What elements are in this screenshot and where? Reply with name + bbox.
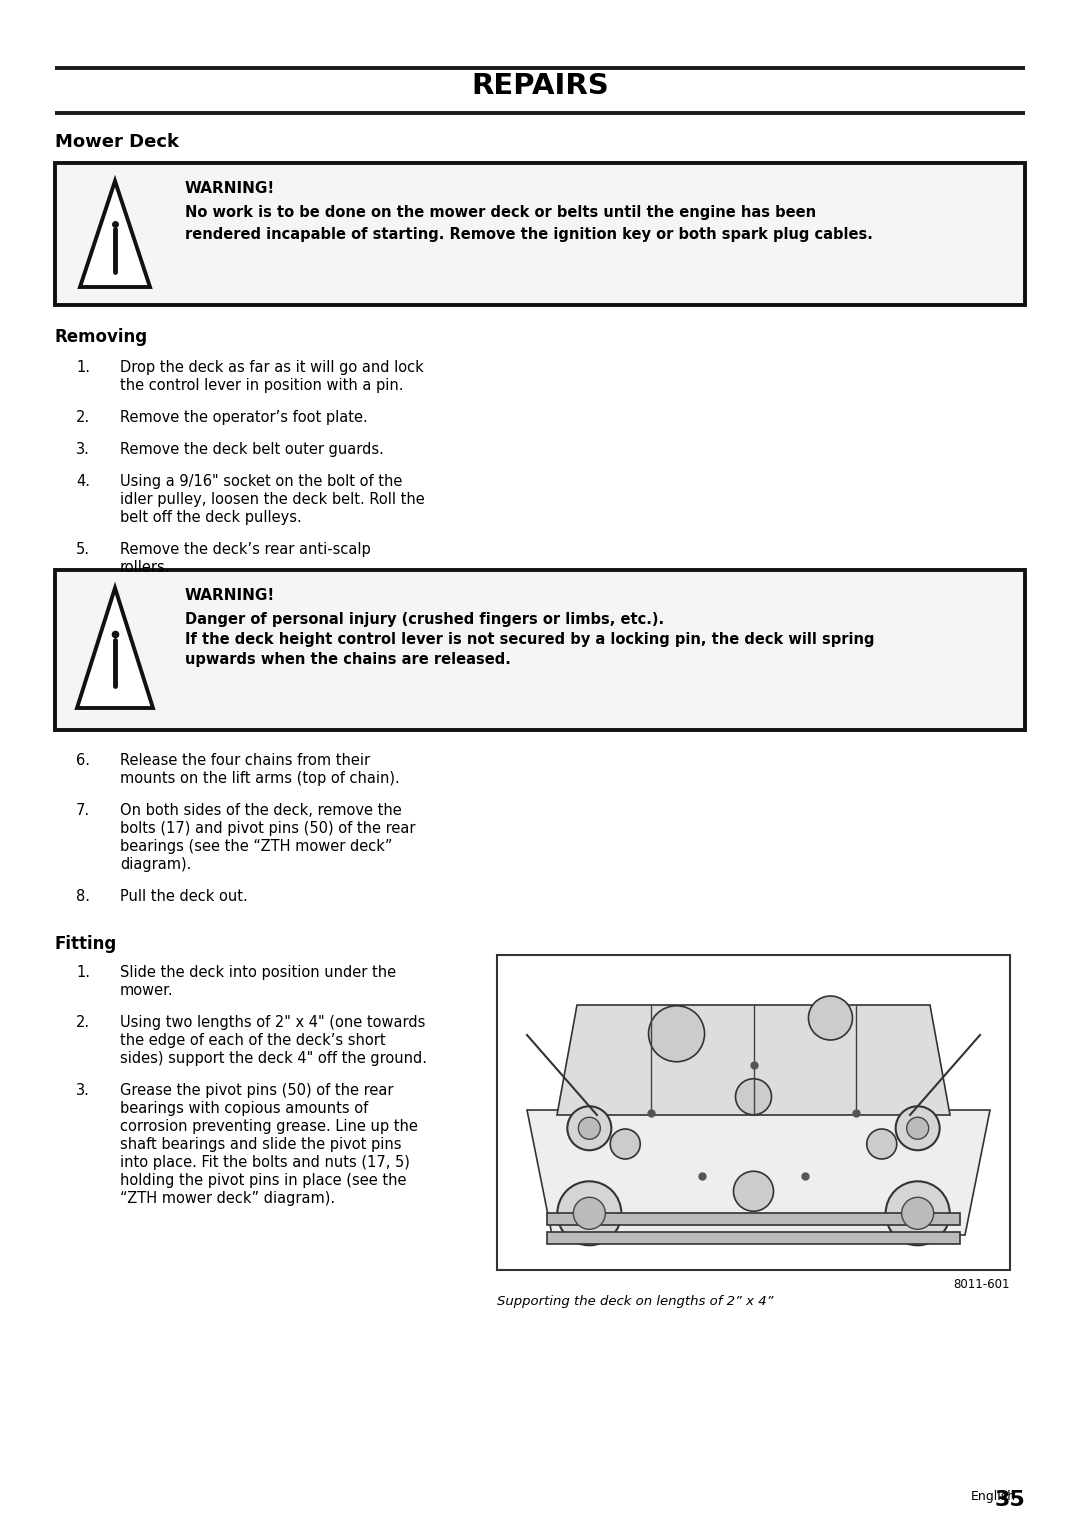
Circle shape bbox=[733, 1172, 773, 1212]
Text: 5.: 5. bbox=[76, 542, 90, 558]
Circle shape bbox=[902, 1198, 933, 1230]
Text: Using a 9/16" socket on the bolt of the: Using a 9/16" socket on the bolt of the bbox=[120, 474, 403, 489]
Bar bbox=[55, 163, 1025, 306]
Circle shape bbox=[567, 1106, 611, 1151]
Bar bbox=[55, 570, 1025, 730]
Circle shape bbox=[886, 1181, 949, 1245]
Text: diagram).: diagram). bbox=[120, 857, 191, 872]
Text: the control lever in position with a pin.: the control lever in position with a pin… bbox=[120, 377, 404, 393]
Text: bearings (see the “ZTH mower deck”: bearings (see the “ZTH mower deck” bbox=[120, 839, 392, 854]
Text: belt off the deck pulleys.: belt off the deck pulleys. bbox=[120, 510, 301, 526]
Text: the edge of each of the deck’s short: the edge of each of the deck’s short bbox=[120, 1033, 386, 1048]
Text: mounts on the lift arms (top of chain).: mounts on the lift arms (top of chain). bbox=[120, 772, 400, 785]
Text: rollers.: rollers. bbox=[120, 559, 171, 575]
Text: Release the four chains from their: Release the four chains from their bbox=[120, 753, 370, 769]
Circle shape bbox=[735, 1079, 771, 1115]
Text: mower.: mower. bbox=[120, 983, 174, 998]
Text: shaft bearings and slide the pivot pins: shaft bearings and slide the pivot pins bbox=[120, 1137, 402, 1152]
Text: WARNING!: WARNING! bbox=[185, 588, 275, 604]
Text: Grease the pivot pins (50) of the rear: Grease the pivot pins (50) of the rear bbox=[120, 1083, 393, 1099]
Text: Remove the deck belt outer guards.: Remove the deck belt outer guards. bbox=[120, 442, 383, 457]
Text: Drop the deck as far as it will go and lock: Drop the deck as far as it will go and l… bbox=[120, 361, 423, 374]
Text: 8011-601: 8011-601 bbox=[954, 1277, 1010, 1291]
Circle shape bbox=[579, 1117, 600, 1140]
Text: idler pulley, loosen the deck belt. Roll the: idler pulley, loosen the deck belt. Roll… bbox=[120, 492, 424, 507]
Bar bbox=[497, 955, 1010, 1270]
Circle shape bbox=[809, 996, 852, 1041]
Text: 35: 35 bbox=[995, 1490, 1025, 1510]
Text: Remove the deck’s rear anti-scalp: Remove the deck’s rear anti-scalp bbox=[120, 542, 370, 558]
Circle shape bbox=[907, 1117, 929, 1140]
Text: 1.: 1. bbox=[76, 361, 90, 374]
Text: into place. Fit the bolts and nuts (17, 5): into place. Fit the bolts and nuts (17, … bbox=[120, 1155, 410, 1170]
Text: bolts (17) and pivot pins (50) of the rear: bolts (17) and pivot pins (50) of the re… bbox=[120, 821, 416, 836]
Bar bbox=[546, 1232, 960, 1244]
Circle shape bbox=[867, 1129, 896, 1160]
Text: On both sides of the deck, remove the: On both sides of the deck, remove the bbox=[120, 804, 402, 817]
Text: bearings with copious amounts of: bearings with copious amounts of bbox=[120, 1102, 368, 1115]
Text: Pull the deck out.: Pull the deck out. bbox=[120, 889, 247, 905]
Text: 1.: 1. bbox=[76, 966, 90, 979]
Bar bbox=[546, 1213, 960, 1225]
Text: Remove the operator’s foot plate.: Remove the operator’s foot plate. bbox=[120, 410, 368, 425]
Text: No work is to be done on the mower deck or belts until the engine has been
rende: No work is to be done on the mower deck … bbox=[185, 205, 873, 241]
Circle shape bbox=[573, 1198, 606, 1230]
Polygon shape bbox=[527, 1109, 990, 1235]
Circle shape bbox=[895, 1106, 940, 1151]
Text: 8.: 8. bbox=[76, 889, 90, 905]
Text: sides) support the deck 4" off the ground.: sides) support the deck 4" off the groun… bbox=[120, 1051, 427, 1067]
Text: 3.: 3. bbox=[76, 1083, 90, 1099]
Circle shape bbox=[610, 1129, 640, 1160]
Text: Slide the deck into position under the: Slide the deck into position under the bbox=[120, 966, 396, 979]
Text: English-: English- bbox=[970, 1490, 1020, 1504]
Text: Removing: Removing bbox=[55, 329, 148, 345]
Circle shape bbox=[649, 1005, 704, 1062]
Text: 2.: 2. bbox=[76, 1015, 90, 1030]
Text: 2.: 2. bbox=[76, 410, 90, 425]
Text: 7.: 7. bbox=[76, 804, 90, 817]
Text: Supporting the deck on lengths of 2” x 4”: Supporting the deck on lengths of 2” x 4… bbox=[497, 1296, 773, 1308]
Polygon shape bbox=[77, 588, 153, 707]
Text: WARNING!: WARNING! bbox=[185, 180, 275, 196]
Text: 4.: 4. bbox=[76, 474, 90, 489]
Text: If the deck height control lever is not secured by a locking pin, the deck will : If the deck height control lever is not … bbox=[185, 633, 875, 646]
Text: Fitting: Fitting bbox=[55, 935, 118, 953]
Text: holding the pivot pins in place (see the: holding the pivot pins in place (see the bbox=[120, 1174, 406, 1187]
Text: 3.: 3. bbox=[76, 442, 90, 457]
Text: REPAIRS: REPAIRS bbox=[471, 72, 609, 99]
Text: Mower Deck: Mower Deck bbox=[55, 133, 179, 151]
Text: upwards when the chains are released.: upwards when the chains are released. bbox=[185, 652, 511, 668]
Text: corrosion preventing grease. Line up the: corrosion preventing grease. Line up the bbox=[120, 1118, 418, 1134]
Polygon shape bbox=[557, 1005, 950, 1115]
Text: “ZTH mower deck” diagram).: “ZTH mower deck” diagram). bbox=[120, 1190, 335, 1206]
Circle shape bbox=[557, 1181, 621, 1245]
Text: Danger of personal injury (crushed fingers or limbs, etc.).: Danger of personal injury (crushed finge… bbox=[185, 613, 664, 626]
Polygon shape bbox=[80, 180, 150, 287]
Text: 6.: 6. bbox=[76, 753, 90, 769]
Text: Using two lengths of 2" x 4" (one towards: Using two lengths of 2" x 4" (one toward… bbox=[120, 1015, 426, 1030]
